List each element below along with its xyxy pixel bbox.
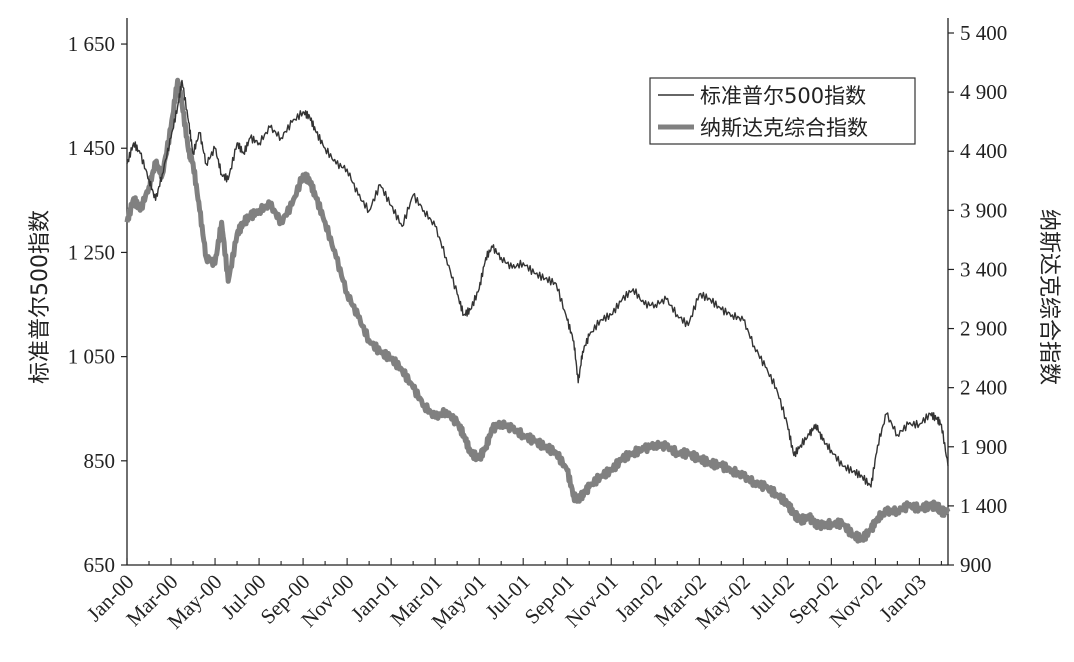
y-left-tick-label: 1 650 (68, 32, 115, 56)
y-right-tick-label: 2 900 (960, 317, 1007, 341)
series-line-nasdaq (124, 77, 951, 544)
y-right-tick-label: 1 400 (960, 494, 1007, 518)
y-right-axis-title: 纳斯达克综合指数 (1036, 209, 1061, 385)
y-left-axis-title: 标准普尔500指数 (28, 210, 53, 384)
y-right-tick-label: 3 400 (960, 257, 1007, 281)
y-left-tick-label: 1 250 (68, 240, 115, 264)
y-right-tick-label: 2 400 (960, 376, 1007, 400)
legend: 标准普尔500指数 纳斯达克综合指数 (649, 77, 916, 145)
y-right-tick-label: 3 900 (960, 198, 1007, 222)
legend-label-sp500: 标准普尔500指数 (700, 84, 866, 108)
y-left-tick-label: 1 450 (68, 136, 115, 160)
x-tick-label: Jan-03 (874, 570, 931, 627)
y-right-tick-label: 900 (960, 553, 992, 577)
y-left-tick-label: 1 050 (68, 345, 115, 369)
series-line-sp500 (126, 79, 949, 488)
legend-box (649, 77, 916, 145)
y-left-tick-label: 650 (84, 553, 116, 577)
y-right-tick-label: 4 400 (960, 139, 1007, 163)
legend-label-nasdaq: 纳斯达克综合指数 (700, 116, 868, 140)
y-right-tick-label: 5 400 (960, 21, 1007, 45)
y-right-tick-label: 4 900 (960, 80, 1007, 104)
series-lines (124, 77, 951, 544)
y-left-tick-label: 850 (84, 449, 116, 473)
y-right-tick-label: 1 900 (960, 435, 1007, 459)
